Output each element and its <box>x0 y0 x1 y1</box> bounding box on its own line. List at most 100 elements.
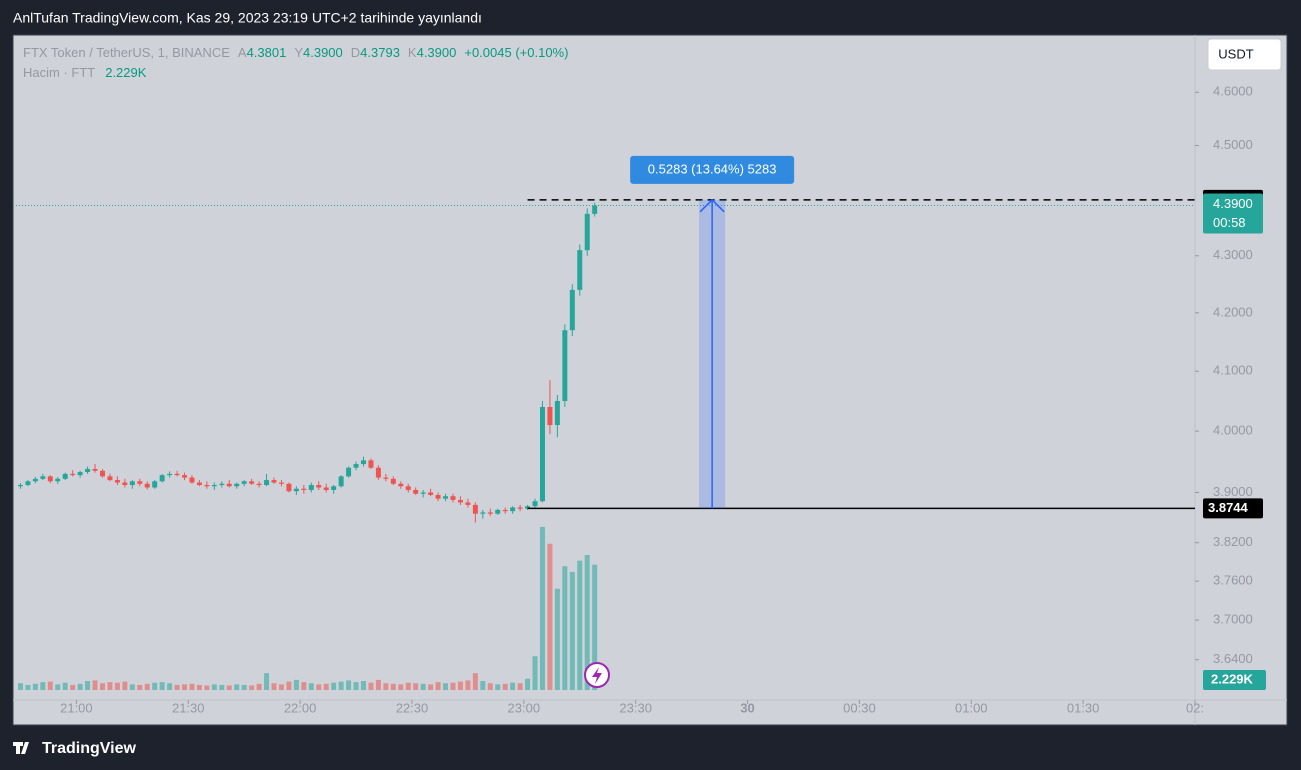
volume-bar <box>144 683 150 690</box>
x-tick-label: 01:30 <box>1067 700 1100 715</box>
candle-body <box>219 483 225 486</box>
legend-line: FTX Token / TetherUS, 1, BINANCE A4.3801 Y… <box>23 45 568 60</box>
flash-glyph <box>592 667 602 684</box>
candle-body <box>435 494 441 499</box>
candle-body <box>167 473 173 476</box>
volume-bar <box>465 680 471 690</box>
candle-body <box>465 502 471 505</box>
volume-bar <box>353 682 359 690</box>
y-tick-label: 4.0000 <box>1213 423 1253 438</box>
candle-body <box>182 475 188 478</box>
candle-body <box>353 464 359 468</box>
volume-bar <box>390 683 396 690</box>
volume-bar <box>480 681 486 690</box>
candle-body <box>211 485 217 487</box>
candle-body <box>398 483 404 487</box>
y-tick-label: 3.6400 <box>1213 651 1253 666</box>
candle-body <box>25 481 31 486</box>
volume-bar <box>383 683 389 690</box>
candle-body <box>547 406 553 426</box>
volume-bar <box>174 684 180 690</box>
volume-bar <box>249 685 255 690</box>
measure-label-box <box>630 155 795 184</box>
candle-body <box>331 486 337 490</box>
candle-body <box>114 480 120 483</box>
candle-body <box>472 504 478 514</box>
candle-body <box>502 509 508 512</box>
volume-bar <box>77 683 83 690</box>
volume-bar <box>338 681 344 690</box>
legend-line: Hacim · FTT 2.229K <box>23 65 147 80</box>
volume-bar <box>584 555 590 690</box>
candle-body <box>204 485 210 487</box>
candle-body <box>390 478 396 484</box>
x-tick-label: 01:00 <box>955 700 988 715</box>
volume-bar <box>286 681 292 690</box>
candle-body <box>554 400 560 426</box>
candle-body <box>256 483 262 486</box>
volume-bar <box>25 684 31 690</box>
volume-bar <box>256 683 262 690</box>
volume-bar <box>323 683 329 690</box>
candle-body <box>360 460 366 465</box>
candle-body <box>316 485 322 488</box>
volume-bar <box>219 684 225 690</box>
x-tick-label: 23:30 <box>619 700 652 715</box>
volume-bar <box>114 682 120 690</box>
volume-bar <box>495 684 501 690</box>
y-tick-label: 4.1000 <box>1213 363 1253 378</box>
volume-bar <box>435 682 441 690</box>
currency-button[interactable] <box>1207 38 1282 71</box>
candle-body <box>47 476 53 482</box>
volume-bar <box>554 588 560 690</box>
legend-change: +0.0045 (+0.10%) <box>464 45 568 60</box>
candle-body <box>577 250 583 290</box>
legend-volume-name: Hacim · FTT <box>23 65 95 80</box>
chart-panel <box>12 34 1288 726</box>
x-tick-label: 23:00 <box>508 700 541 715</box>
volume-bar <box>539 526 545 690</box>
volume-bar <box>293 679 299 690</box>
volume-bar <box>129 684 135 690</box>
volume-bar <box>189 683 195 690</box>
measure-label: 0.5283 (13.64%) 5283 <box>648 161 777 176</box>
candle-body <box>420 492 426 494</box>
volume-bar <box>487 683 493 690</box>
volume-bar <box>278 684 284 690</box>
candle-body <box>539 406 545 502</box>
volume-bar <box>346 680 352 690</box>
volume-bar <box>271 683 277 690</box>
candle-body <box>92 468 98 471</box>
volume-bar <box>525 678 531 690</box>
volume-bar <box>413 683 419 690</box>
candle-body <box>375 467 381 478</box>
candle-body <box>323 487 329 490</box>
y-tick-label: 3.8200 <box>1213 534 1253 549</box>
candle-body <box>443 496 449 499</box>
candle-body <box>122 482 128 486</box>
volume-bar <box>547 543 553 690</box>
candle-body <box>278 482 284 484</box>
candle-body <box>174 473 180 476</box>
volume-bar <box>47 681 53 690</box>
candle-body <box>189 477 195 483</box>
volume-bar <box>241 684 247 690</box>
candle-body <box>584 213 590 251</box>
volume-bar <box>472 673 478 690</box>
volume-bar <box>405 682 411 690</box>
countdown-label: 00:58 <box>1213 215 1246 230</box>
candle-body <box>40 476 46 479</box>
x-tick-label: 00:30 <box>843 700 876 715</box>
legend-value: 4.3900 <box>417 45 457 60</box>
brand-name: TradingView <box>42 740 137 757</box>
candle-body <box>159 475 165 482</box>
volume-bar <box>62 682 68 690</box>
volume-bar <box>40 682 46 690</box>
candle-body <box>510 507 516 512</box>
candle-body <box>517 507 523 509</box>
candle-body <box>286 483 292 492</box>
candle-body <box>32 478 38 482</box>
volume-bar <box>316 684 322 690</box>
